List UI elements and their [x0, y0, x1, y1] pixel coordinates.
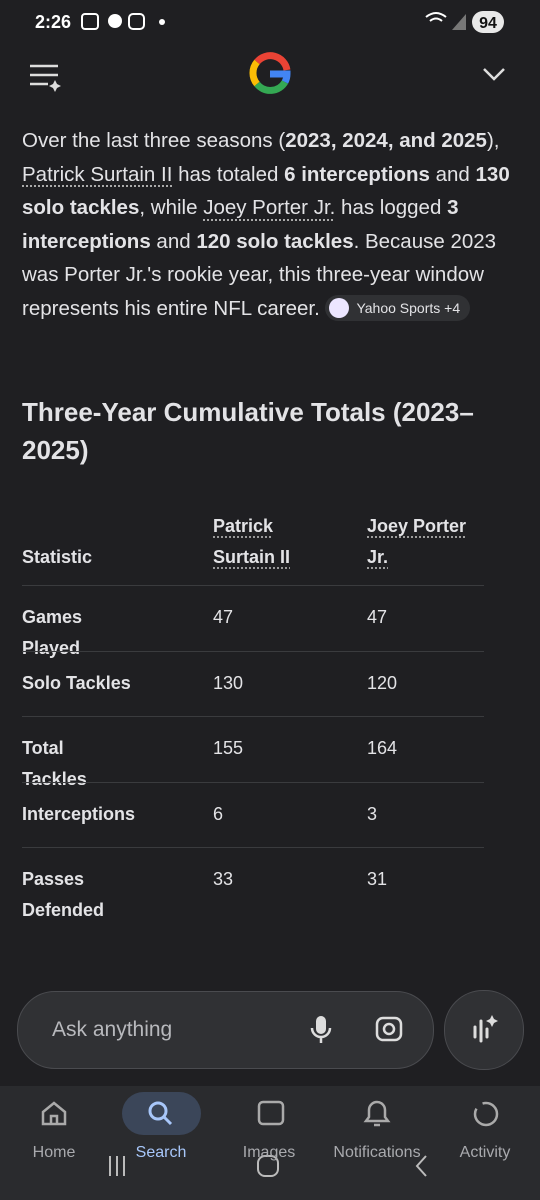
row-divider	[22, 847, 484, 848]
bold-text: 2023, 2024, and 2025	[285, 129, 487, 152]
status-time: 2:26	[35, 12, 71, 32]
lens-button[interactable]	[375, 1016, 403, 1042]
search-placeholder: Ask anything	[52, 1018, 173, 1041]
table-cell: 3	[367, 803, 378, 824]
home-icon	[41, 1101, 67, 1126]
column-header: Statistic	[22, 547, 93, 567]
search-bar[interactable]: Ask anything	[17, 991, 434, 1069]
row-divider	[22, 781, 484, 783]
section-heading: Three-Year Cumulative Totals (2023–2025)	[22, 397, 474, 465]
notifications-icon	[363, 1100, 391, 1127]
text: Over the last three seasons (	[22, 129, 286, 152]
system-back[interactable]	[415, 1155, 427, 1177]
row-label: Interceptions	[22, 803, 136, 824]
nav-tab-label[interactable]: Notifications	[333, 1144, 421, 1161]
table-cell: 6	[213, 803, 224, 824]
nav-tab-label[interactable]: Search	[135, 1144, 187, 1161]
battery	[472, 11, 504, 33]
table-cell: 120	[367, 672, 398, 693]
system-home[interactable]	[257, 1155, 279, 1177]
row-divider	[22, 650, 484, 652]
menu-sparkle	[49, 80, 61, 92]
search-icon	[162, 1115, 173, 1126]
status-icon	[108, 14, 122, 28]
column-header-link[interactable]: Patrick Surtain II	[213, 516, 291, 567]
bold-text: 120 solo tackles	[196, 229, 354, 253]
nav-tab-label[interactable]: Activity	[459, 1144, 511, 1161]
collapse-button[interactable]	[483, 68, 505, 81]
table-cell: 47	[367, 607, 388, 627]
row-label: Games Played	[22, 607, 83, 658]
entity-link[interactable]: Patrick Surtain II	[22, 162, 173, 186]
row-label: Solo Tackles	[22, 672, 131, 693]
source-icon	[329, 297, 350, 318]
battery-level: 94	[479, 15, 497, 32]
wifi-icon	[425, 12, 447, 22]
text: and	[150, 229, 197, 253]
google-logo[interactable]	[249, 52, 291, 94]
ai-mode-icon	[473, 1015, 498, 1043]
status-dot	[159, 19, 165, 25]
table-cell: 31	[367, 869, 388, 889]
system-recents[interactable]	[109, 1156, 125, 1176]
table-cell: 47	[213, 607, 234, 627]
bold-text: 6 interceptions	[284, 162, 430, 186]
search-icon	[148, 1101, 168, 1121]
answer-paragraph: Over the last three seasons (2023, 2024,…	[22, 124, 522, 326]
status-icon	[81, 13, 99, 30]
table-cell: 155	[213, 738, 244, 758]
status-icon	[128, 13, 145, 30]
bold-text: 3 interceptions	[22, 196, 459, 253]
text: . Because 2023 was Porter Jr.'s rookie y…	[22, 229, 497, 320]
row-divider	[22, 585, 484, 586]
source-label: Yahoo Sports +4	[356, 299, 461, 316]
entity-link[interactable]: Joey Porter Jr.	[203, 196, 336, 220]
row-label: Passes Defended	[22, 869, 105, 920]
signal-icon	[452, 14, 466, 30]
nav-icons	[41, 1100, 499, 1177]
row-label: Total Tackles	[22, 738, 87, 789]
text: has logged	[335, 196, 448, 220]
text: ),	[486, 129, 500, 152]
text: has totaled	[172, 162, 285, 186]
bold-text: 130 solo tackles	[22, 162, 510, 220]
table-cell: 33	[213, 869, 234, 889]
source-chip[interactable]: Yahoo Sports +4	[325, 294, 471, 321]
nav-tab-label[interactable]: Home	[32, 1144, 76, 1161]
images-icon	[257, 1100, 285, 1126]
ai-mode-button[interactable]	[444, 990, 524, 1070]
row-divider	[22, 716, 484, 717]
table-cell: 130	[213, 672, 244, 693]
search-actions	[310, 1016, 403, 1043]
text: and	[429, 162, 476, 186]
nav-tab-label[interactable]: Images	[242, 1144, 296, 1161]
active-indicator	[122, 1092, 201, 1135]
bottom-nav: Home Search Images Notifications Activity	[0, 1086, 540, 1200]
table-cell: 164	[367, 738, 398, 758]
activity-icon	[473, 1101, 499, 1127]
top-chrome: 2:26 94	[30, 11, 505, 94]
menu-button[interactable]	[30, 64, 58, 86]
mic-button[interactable]	[310, 1016, 332, 1043]
text: , while	[139, 196, 204, 220]
column-header-link[interactable]: Joey Porter Jr.	[367, 516, 467, 567]
